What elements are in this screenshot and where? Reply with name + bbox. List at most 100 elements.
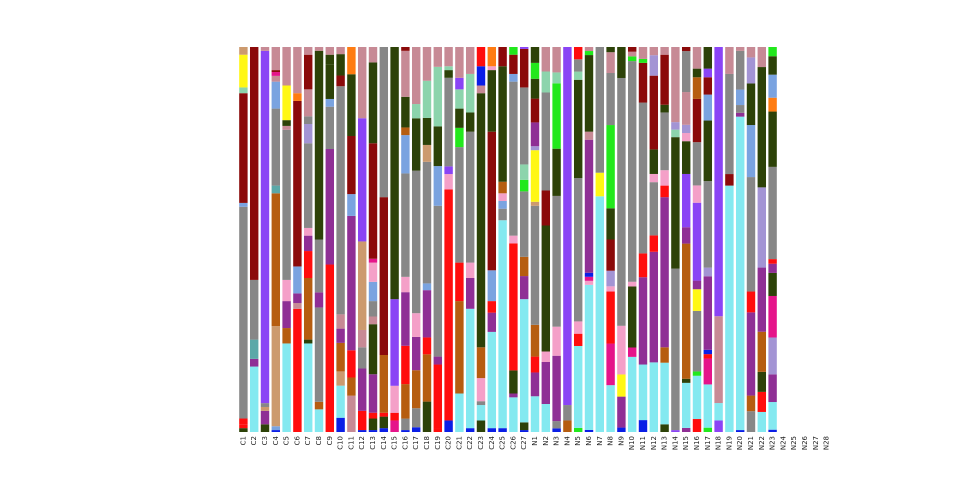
x-tick-label-C5: C5 [283,436,291,445]
bar-segment-C4-3 [271,193,281,327]
bar-segment-C5-0 [282,343,291,432]
bar-segment-N17-8 [703,120,713,182]
bar-segment-N7-1 [595,172,605,197]
bar-N14 [671,47,680,432]
bar-segment-C8-3 [314,292,324,308]
bar-segment-N23-12 [768,56,777,75]
bar-segment-N3-1 [552,421,561,429]
x-tick-label-N10: N10 [628,436,636,450]
bar-segment-C9-2 [325,106,335,150]
bar-segment-C15-3 [390,299,399,386]
bar-N18 [714,47,723,432]
bar-segment-N11-0 [638,420,648,432]
bar-C2 [249,47,259,432]
bar-segment-C17-2 [411,370,421,409]
x-tick-label-N28: N28 [823,436,831,450]
bar-segment-C19-7 [433,47,443,67]
bar-segment-C5-8 [282,47,291,86]
bar-segment-N10-4 [627,61,637,282]
bar-segment-N14-1 [671,268,680,431]
bar-segment-C17-8 [411,47,421,105]
bar-segment-N22-3 [757,331,767,372]
bar-segment-N23-3 [768,337,777,375]
bar-segment-N1-12 [530,47,540,63]
bar-segment-N14-0 [671,430,680,432]
bar-segment-C24-8 [487,47,497,67]
bar-segment-N14-2 [671,137,680,269]
bar-C22 [465,47,475,432]
bar-segment-C25-1 [498,220,507,429]
bar-segment-N13-8 [660,54,669,105]
bar-segment-C23-1 [476,405,486,421]
bar-segment-C23-5 [476,316,486,348]
bar-segment-N3-5 [552,148,561,196]
bar-segment-N2-3 [541,225,551,352]
bar-segment-C14-4 [379,197,389,355]
bar-segment-C5-6 [282,120,291,126]
bar-segment-N20-2 [735,112,745,117]
bar-segment-N16-0 [692,419,702,432]
bar-segment-N16-11 [692,68,702,78]
bar-segment-C16-0 [401,430,410,432]
bar-segment-C22-5 [465,112,475,132]
bar-segment-C21-3 [455,147,464,263]
bar-segment-C16-10 [401,50,410,97]
bar-segment-C19-2 [433,356,443,365]
x-tick-labels: C1 C2 C3 C4 C5 C6 C7 C8 C9 C10 C11 C12 C13 C14 C15 C16 C… [239,435,830,450]
bar-segment-C4-2 [271,326,281,427]
bar-N7 [595,47,605,432]
bar-segment-C24-2 [487,312,497,332]
bar-segment-C11-7 [347,47,356,75]
bar-segment-N3-8 [552,47,561,73]
bar-segment-C3-5 [260,47,270,51]
bar-segment-C16-6 [401,173,410,277]
bar-segment-N21-1 [746,395,756,412]
bar-segment-C10-8 [336,54,345,76]
x-tick-label-N2: N2 [542,436,550,446]
bar-segment-C18-8 [422,80,432,118]
bar-segment-N19-1 [725,174,734,186]
bar-segment-C14-0 [379,428,389,432]
bar-segment-N21-6 [746,83,756,126]
x-tick-label-N4: N4 [563,435,571,445]
bar-segment-C9-0 [325,264,335,432]
bar-N16 [692,47,702,432]
bar-segment-N22-4 [757,267,767,332]
bar-segment-N2-0 [541,404,551,432]
bar-segment-N3-2 [552,355,561,422]
bar-N11 [638,47,648,432]
bar-segment-C19-1 [433,364,443,429]
bar-segment-N22-2 [757,371,767,392]
bar-segment-N14-4 [671,122,680,130]
bar-segment-C15-1 [390,412,399,421]
bar-segment-N5-8 [573,47,583,60]
bar-segment-C27-6 [519,179,529,192]
bar-segment-N6-8 [584,51,594,56]
bar-segment-N11-6 [638,58,648,63]
bar-segment-C12-7 [357,47,367,119]
bar-segment-C16-3 [401,345,410,385]
bar-segment-C15-0 [390,420,399,432]
bar-segment-C3-2 [260,406,270,411]
bar-segment-N6-3 [584,276,594,281]
bar-segment-N6-2 [584,280,594,285]
bar-segment-N20-5 [735,50,745,90]
bar-segment-N12-0 [649,362,659,432]
bar-segment-C13-0 [368,430,378,432]
bar-segment-C10-1 [336,385,345,418]
bar-segment-N1-0 [530,396,540,432]
x-tick-label-N9: N9 [617,436,625,446]
bar-segment-N5-1 [573,345,583,428]
bar-segment-C21-5 [455,108,464,128]
bar-segment-C24-5 [487,131,497,271]
bar-segment-N13-1 [660,362,669,425]
bar-segment-C6-1 [293,303,302,309]
bar-segment-C24-6 [487,70,497,132]
bar-segment-C20-0 [444,420,453,432]
bar-segment-C6-0 [293,308,302,432]
bar-segment-C27-5 [519,191,529,257]
bar-segment-C12-5 [357,241,367,330]
bar-segment-N2-7 [541,47,551,72]
bar-segment-C18-3 [422,290,432,338]
